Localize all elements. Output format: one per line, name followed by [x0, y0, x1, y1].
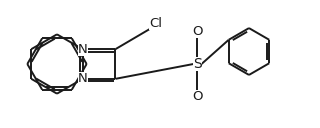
Text: N: N [78, 43, 88, 56]
Text: S: S [193, 57, 202, 71]
Text: O: O [192, 25, 203, 38]
Text: N: N [78, 72, 88, 85]
Text: O: O [192, 90, 203, 103]
Text: Cl: Cl [149, 17, 162, 30]
